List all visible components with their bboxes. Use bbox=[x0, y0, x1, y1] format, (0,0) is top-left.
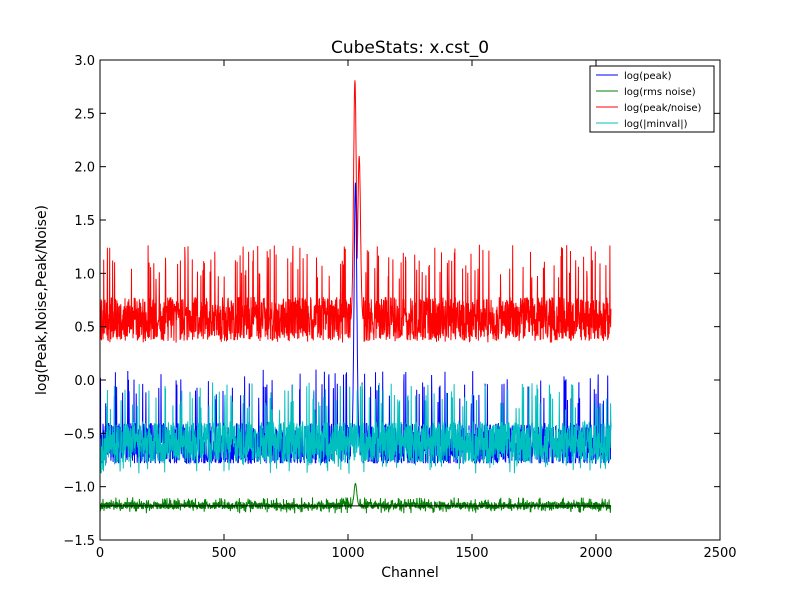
y-tick-label: 0.5 bbox=[74, 321, 95, 336]
y-tick-label: 1.5 bbox=[74, 214, 95, 229]
y-tick-label: 3.0 bbox=[74, 54, 95, 69]
legend-label: log(peak) bbox=[624, 71, 672, 82]
y-tick-label: −0.5 bbox=[63, 427, 95, 442]
legend-label: log(|minval|) bbox=[624, 119, 688, 130]
legend-box bbox=[589, 65, 715, 133]
plot-area bbox=[99, 80, 612, 514]
y-tick-label: −1.0 bbox=[63, 481, 95, 496]
x-axis-label: Channel bbox=[381, 565, 438, 581]
y-tick-label: 2.0 bbox=[74, 161, 95, 176]
axis-ticks: 0 500 1000 1500 2000 2500 −1.5 −1.0 −0.5 0.0 0.5 1.… bbox=[63, 54, 736, 561]
x-tick-label: 1500 bbox=[455, 546, 488, 561]
y-tick-label: 0.0 bbox=[74, 374, 95, 389]
x-tick-label: 500 bbox=[212, 546, 237, 561]
plot-frame bbox=[99, 59, 721, 541]
chart-title: CubeStats: x.cst_0 bbox=[331, 38, 489, 58]
series-line-2 bbox=[99, 80, 612, 343]
legend-label: log(rms noise) bbox=[624, 87, 696, 98]
x-tick-label: 2000 bbox=[579, 546, 612, 561]
y-axis-label: log(Peak,Noise,Peak/Noise) bbox=[34, 205, 50, 395]
y-tick-label: 1.0 bbox=[74, 267, 95, 282]
x-tick-label: 0 bbox=[96, 546, 104, 561]
x-tick-label: 1000 bbox=[331, 546, 364, 561]
x-tick-label: 2500 bbox=[703, 546, 736, 561]
legend-label: log(peak/noise) bbox=[624, 103, 702, 114]
series-line-1 bbox=[99, 482, 612, 514]
series-line-3 bbox=[99, 382, 612, 474]
legend: log(peak) log(rms noise) log(peak/noise) lo… bbox=[589, 65, 715, 133]
y-tick-label: −1.5 bbox=[63, 534, 95, 549]
y-tick-label: 2.5 bbox=[74, 107, 95, 122]
